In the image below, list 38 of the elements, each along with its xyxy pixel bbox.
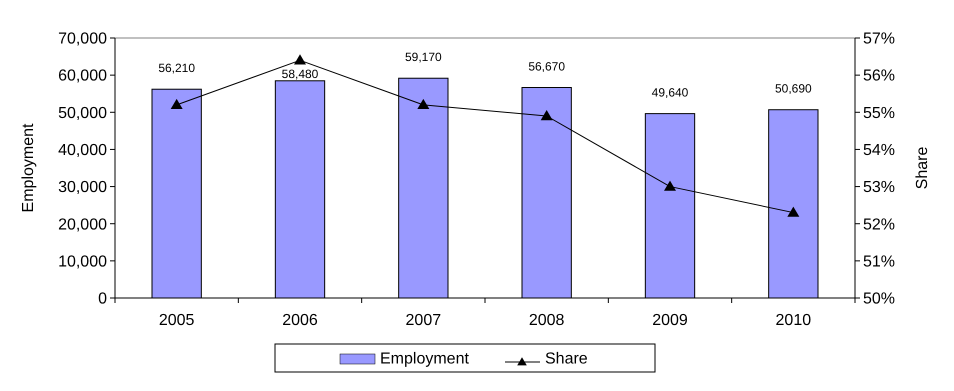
y-tick-label: 70,000	[58, 30, 108, 48]
point	[787, 206, 800, 217]
point	[664, 180, 676, 191]
point	[294, 54, 306, 64]
x-tick-label: 2005	[158, 312, 195, 329]
y-tick-label: 40,000	[58, 142, 108, 160]
point	[417, 98, 430, 110]
y2-tick-label: 54%	[863, 142, 896, 160]
y2-tick-label: 51%	[863, 253, 896, 270]
legend-label: Share	[545, 350, 588, 368]
y-tick-label: 30,000	[58, 179, 108, 196]
legend-label: Employment	[380, 350, 470, 368]
point	[540, 110, 553, 120]
data-label: 56,670	[528, 60, 566, 74]
x-tick-label: 2006	[282, 312, 318, 329]
y2-tick-label: 53%	[863, 179, 896, 196]
data-label: 49,640	[652, 86, 689, 100]
y2-tick-label: 55%	[863, 104, 896, 122]
y-tick-label: 20,000	[58, 216, 108, 234]
y2-tick-label: 50%	[863, 290, 896, 308]
y2-tick-label: 56%	[863, 68, 896, 85]
y-tick-label: 0	[98, 290, 108, 308]
y-tick-label: 60,000	[58, 68, 108, 85]
x-tick-label: 2007	[406, 312, 442, 329]
x-tick-label: 2008	[528, 312, 565, 329]
y2-tick-label: 57%	[863, 30, 896, 48]
data-label: 58,480	[282, 66, 319, 81]
x-tick-label: 2009	[652, 312, 688, 329]
y2-axis-title: Share	[914, 146, 931, 190]
y-axis-title: Employment	[20, 122, 37, 212]
data-label: 50,690	[774, 82, 812, 96]
x-tick-label: 2010	[776, 312, 812, 329]
point	[170, 98, 183, 110]
y-tick-label: 10,000	[58, 253, 108, 270]
y-tick-label: 50,000	[58, 104, 108, 122]
data-label: 56,210	[158, 61, 196, 76]
data-label: 59,170	[404, 50, 442, 64]
y2-tick-label: 52%	[863, 216, 896, 234]
